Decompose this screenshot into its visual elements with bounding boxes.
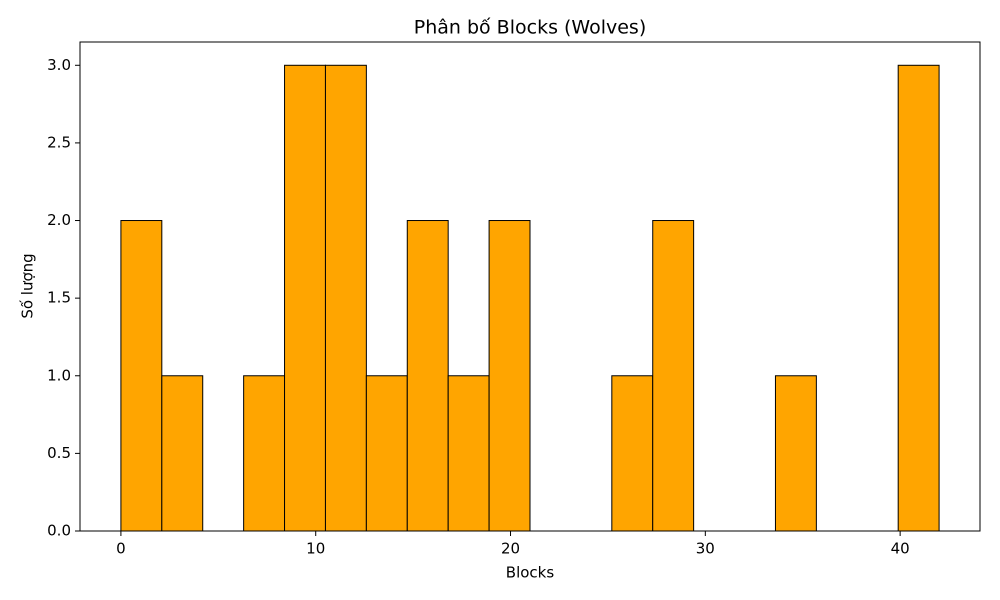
bar xyxy=(406,220,449,532)
plot-frame xyxy=(79,41,981,532)
x-tick-label: 20 xyxy=(501,540,520,558)
x-axis-label: Blocks xyxy=(506,564,555,582)
bar xyxy=(447,375,490,532)
bar xyxy=(652,220,695,532)
bar xyxy=(284,64,326,532)
y-tick-label: 1.5 xyxy=(47,289,71,307)
bar xyxy=(243,375,286,532)
x-tick-label: 0 xyxy=(116,540,126,558)
bar xyxy=(488,220,531,532)
y-tick-label: 1.0 xyxy=(47,366,71,384)
bar xyxy=(611,375,654,532)
x-tick-label: 10 xyxy=(306,540,325,558)
x-tick-label: 40 xyxy=(891,540,910,558)
y-axis-label: Số lượng xyxy=(19,253,37,318)
chart-title: Phân bố Blocks (Wolves) xyxy=(414,17,647,39)
x-tick-label: 30 xyxy=(696,540,715,558)
y-tick-label: 0.5 xyxy=(47,444,71,462)
y-tick-label: 2.0 xyxy=(47,211,71,229)
bar xyxy=(161,375,204,532)
y-tick-label: 3.0 xyxy=(47,56,71,74)
bar xyxy=(120,220,163,532)
y-tick-label: 2.5 xyxy=(47,133,71,151)
bar xyxy=(774,375,817,532)
bar xyxy=(324,64,367,532)
y-tick-label: 0.0 xyxy=(47,522,71,540)
bar xyxy=(897,64,940,532)
bar xyxy=(365,375,408,532)
